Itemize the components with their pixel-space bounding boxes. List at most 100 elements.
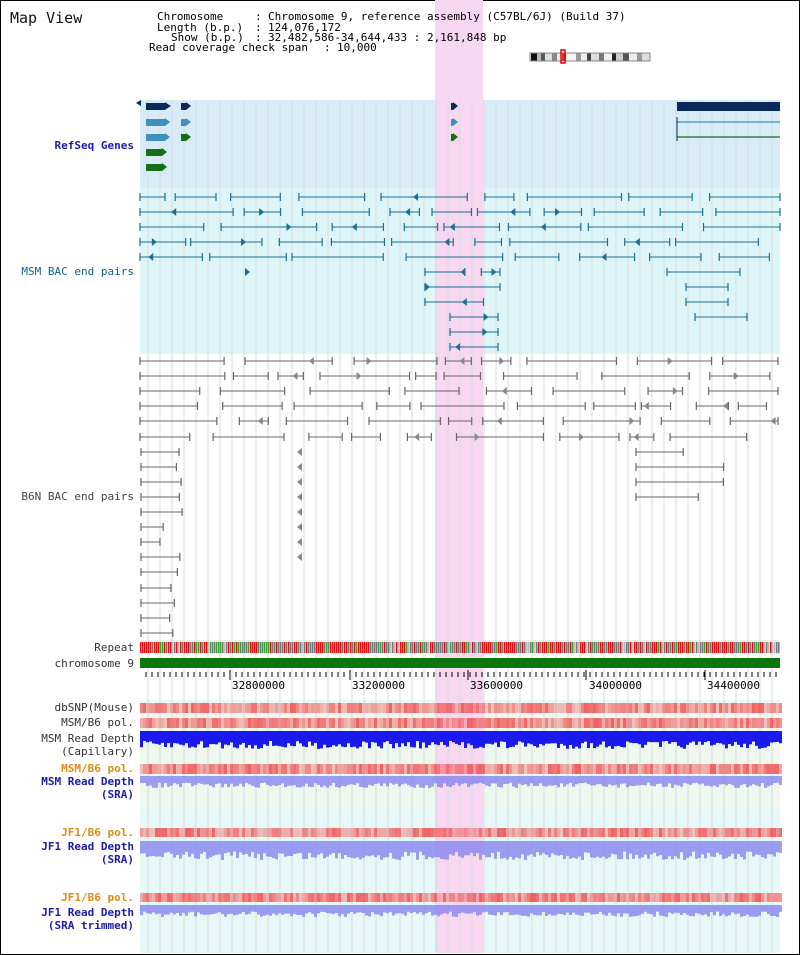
jf1-pol-heat-cell — [632, 828, 635, 837]
jf1-depth-sra-bar — [305, 841, 308, 859]
jf1-depth-sra-bar — [284, 841, 287, 857]
jf1-pol-heat-cell — [449, 893, 452, 902]
repeat-mark — [670, 642, 672, 653]
jf1-pol-heat-cell — [341, 893, 344, 902]
jf1-pol-heat-cell — [692, 828, 695, 837]
msm-pol-heat-cell — [329, 764, 332, 774]
ideogram-band — [616, 53, 623, 61]
msm-depth-sra-bar — [515, 776, 518, 788]
jf1-depth-trimmed-bar — [539, 905, 542, 916]
jf1-pol-heat-cell — [425, 893, 428, 902]
jf1-depth-sra-bar — [539, 841, 542, 856]
repeat-mark — [776, 642, 778, 653]
jf1-pol-heat-cell — [380, 828, 383, 837]
jf1-depth-sra-bar — [449, 841, 452, 855]
dbsnp-heat-cell — [386, 703, 389, 713]
dbsnp-heat-cell — [182, 703, 185, 713]
jf1-pol-heat-cell — [236, 893, 239, 902]
msm-pol-heat-cell — [290, 718, 293, 728]
dbsnp-heat-cell — [287, 703, 290, 713]
jf1-pol-heat-cell — [704, 893, 707, 902]
repeat-mark — [764, 642, 766, 653]
jf1-depth-sra-bar — [314, 841, 317, 858]
msm-depth-sra-bar — [158, 776, 161, 783]
msm-pol-heat-cell — [230, 718, 233, 728]
jf1-pol-heat-cell — [179, 828, 182, 837]
jf1-depth-trimmed-bar — [143, 905, 146, 912]
msm-pol-heat-cell — [464, 718, 467, 728]
repeat-mark — [748, 642, 750, 653]
jf1-pol-heat-cell — [683, 828, 686, 837]
msm-depth-capillary-bar — [410, 731, 413, 748]
jf1-depth-trimmed-bar — [644, 905, 647, 912]
msm-depth-capillary-bar — [218, 731, 221, 743]
jf1-depth-sra-bar — [527, 841, 530, 856]
jf1-pol-heat-cell — [662, 828, 665, 837]
msm-depth-capillary-bar — [401, 731, 404, 744]
msm-depth-sra-bar — [656, 776, 659, 785]
msm-pol-heat-cell — [629, 718, 632, 728]
track-label-b6n-bac[interactable]: B6N BAC end pairs — [21, 490, 134, 503]
msm-depth-sra-bar — [536, 776, 539, 787]
msm-pol-heat-cell — [458, 764, 461, 774]
jf1-depth-sra-bar — [359, 841, 362, 860]
msm-depth-sra-bar — [572, 776, 575, 787]
msm-depth-sra-bar — [755, 776, 758, 786]
jf1-pol-heat-cell — [545, 893, 548, 902]
jf1-pol-heat-cell — [542, 828, 545, 837]
jf1-pol-heat-cell — [161, 828, 164, 837]
msm-depth-capillary-bar — [245, 731, 248, 748]
jf1-pol-heat-cell — [158, 893, 161, 902]
msm-depth-capillary-bar — [392, 731, 395, 749]
msm-depth-capillary-bar — [185, 731, 188, 744]
jf1-depth-sra-bar — [170, 841, 173, 854]
track-label-refseq[interactable]: RefSeq Genes — [54, 139, 134, 152]
msm-depth-sra-bar — [221, 776, 224, 788]
msm-depth-sra-bar — [374, 776, 377, 784]
msm-depth-sra-bar — [653, 776, 656, 787]
dbsnp-heat-cell — [725, 703, 728, 713]
jf1-pol-heat-cell — [377, 828, 380, 837]
jf1-depth-sra-bar — [545, 841, 548, 855]
jf1-depth-trimmed-bar — [254, 905, 257, 912]
jf1-pol-heat-cell — [338, 893, 341, 902]
repeat-mark — [574, 642, 576, 653]
track-label-msm-depth-capillary-sub: (Capillary) — [61, 745, 134, 758]
msm-pol-heat-cell — [746, 764, 749, 774]
msm-pol-heat-cell — [512, 764, 515, 774]
msm-pol-heat-cell — [527, 764, 530, 774]
msm-pol-heat-cell — [167, 764, 170, 774]
jf1-depth-trimmed-bar — [623, 905, 626, 914]
repeat-mark — [608, 642, 610, 653]
jf1-pol-heat-cell — [278, 828, 281, 837]
track-label-msm-bac[interactable]: MSM BAC end pairs — [21, 265, 134, 278]
msm-pol-heat-cell — [275, 718, 278, 728]
jf1-depth-trimmed-bar — [374, 905, 377, 915]
msm-pol-heat-cell — [524, 764, 527, 774]
chromosome-label: Chromosome — [157, 10, 224, 23]
dbsnp-heat-cell — [461, 703, 464, 713]
jf1-depth-trimmed-bar — [596, 905, 599, 914]
b6n-bac-end-marker — [459, 357, 465, 365]
repeat-mark — [470, 642, 472, 653]
repeat-mark — [164, 642, 166, 653]
b6n-bac-end-marker — [257, 417, 263, 425]
jf1-depth-sra-bar — [206, 841, 209, 859]
msm-depth-sra-bar — [590, 776, 593, 786]
jf1-pol-heat-cell — [452, 893, 455, 902]
msm-pol-heat-cell — [629, 764, 632, 774]
axis-tick-label: 33200000 — [352, 679, 405, 692]
jf1-depth-trimmed-bar — [449, 905, 452, 912]
jf1-pol-heat-cell — [539, 893, 542, 902]
jf1-pol-heat-cell — [176, 893, 179, 902]
jf1-pol-heat-cell — [701, 828, 704, 837]
repeat-mark — [664, 642, 666, 653]
repeat-mark — [686, 642, 688, 653]
repeat-mark — [716, 642, 718, 653]
msm-pol-heat-cell — [242, 764, 245, 774]
dbsnp-heat-cell — [152, 703, 155, 713]
msm-pol-heat-cell — [479, 764, 482, 774]
jf1-depth-trimmed-bar — [551, 905, 554, 916]
msm-depth-sra-bar — [449, 776, 452, 787]
